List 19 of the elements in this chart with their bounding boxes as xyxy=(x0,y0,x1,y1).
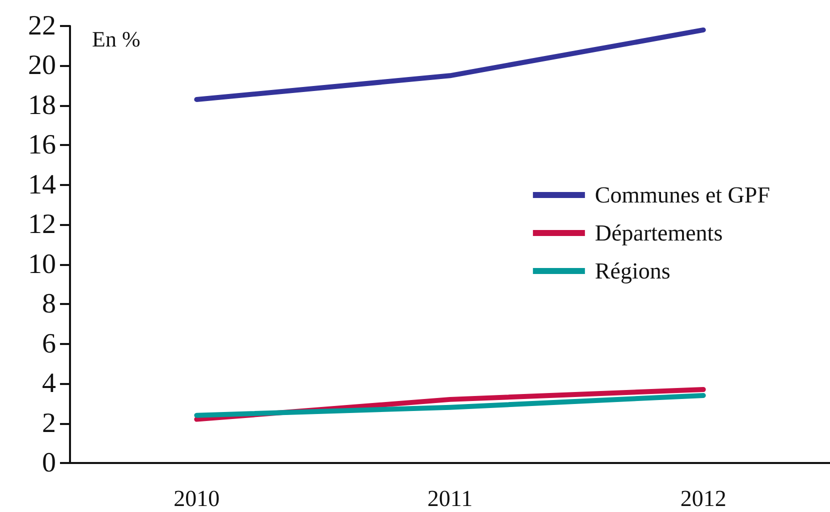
x-tick-label: 2012 xyxy=(680,486,726,511)
y-tick-label: 4 xyxy=(42,368,56,400)
y-tick-label: 12 xyxy=(28,209,56,240)
y-tick-label: 22 xyxy=(28,10,56,42)
y-tick-label: 6 xyxy=(42,328,56,360)
y-tick-label: 10 xyxy=(28,248,56,280)
y-axis-title: En % xyxy=(92,26,140,52)
x-tick-label: 2011 xyxy=(427,486,473,511)
y-tick-label: 20 xyxy=(28,50,56,82)
y-tick-label: 18 xyxy=(28,90,56,121)
y-tick-label: 14 xyxy=(28,169,56,200)
y-tick-label: 0 xyxy=(42,448,56,478)
x-tick-label: 2010 xyxy=(174,486,220,511)
legend-label: Départements xyxy=(594,220,723,246)
legend-label: Communes et GPF xyxy=(594,182,770,208)
y-tick-label: 2 xyxy=(42,408,56,439)
legend-label: Régions xyxy=(594,258,670,284)
y-tick-label: 16 xyxy=(28,130,56,161)
y-tick-label: 8 xyxy=(42,288,56,320)
